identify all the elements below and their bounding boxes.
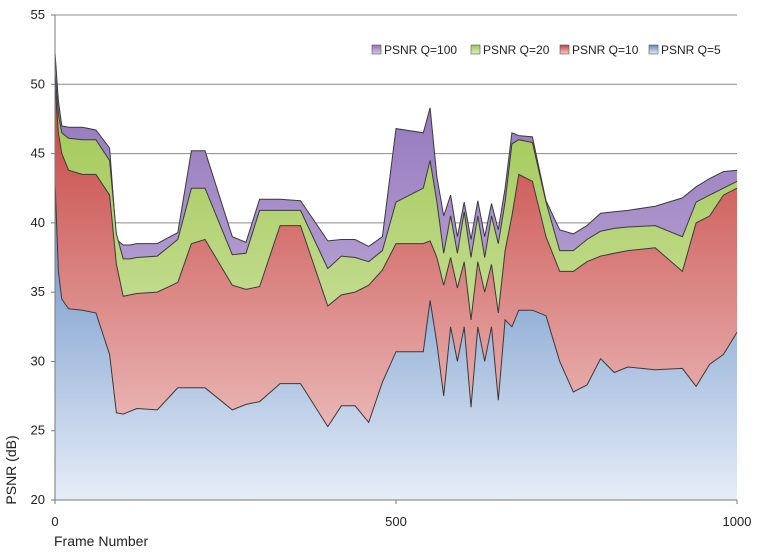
legend-label-1: PSNR Q=10 bbox=[572, 43, 639, 57]
y-tick-label-45: 45 bbox=[31, 146, 45, 161]
legend-swatch-1 bbox=[559, 44, 570, 55]
x-tick-label-500: 500 bbox=[385, 514, 407, 529]
y-tick-label-35: 35 bbox=[31, 284, 45, 299]
legend-label-3: PSNR Q=100 bbox=[384, 43, 457, 57]
x-tick-label-1000: 1000 bbox=[723, 514, 752, 529]
axes: 20 25 30 35 40 45 50 55 0 500 1000 bbox=[31, 7, 752, 529]
area-series bbox=[54, 52, 738, 501]
x-axis-title: Frame Number bbox=[54, 533, 148, 549]
y-tick-label-30: 30 bbox=[31, 353, 45, 368]
series-line-1 bbox=[54, 84, 738, 320]
y-tick-label-20: 20 bbox=[31, 492, 45, 507]
series-line-0 bbox=[54, 181, 738, 428]
x-tick-label-0: 0 bbox=[51, 514, 58, 529]
series-line-3 bbox=[54, 52, 738, 247]
series-line-2 bbox=[54, 73, 738, 270]
y-axis-title: PSNR (dB) bbox=[3, 435, 19, 504]
y-tick-label-40: 40 bbox=[31, 215, 45, 230]
y-tick-label-25: 25 bbox=[31, 423, 45, 438]
legend-label-0: PSNR Q=5 bbox=[661, 43, 721, 57]
area-series-0 bbox=[55, 181, 737, 501]
legend-swatch-0 bbox=[648, 44, 659, 55]
legend: PSNR Q=100 PSNR Q=20 PSNR Q=10 PSNR Q=5 bbox=[371, 43, 721, 57]
y-tick-label-55: 55 bbox=[31, 7, 45, 22]
legend-label-2: PSNR Q=20 bbox=[483, 43, 550, 57]
legend-swatch-2 bbox=[470, 44, 481, 55]
y-tick-label-50: 50 bbox=[31, 76, 45, 91]
legend-swatch-3 bbox=[371, 44, 382, 55]
